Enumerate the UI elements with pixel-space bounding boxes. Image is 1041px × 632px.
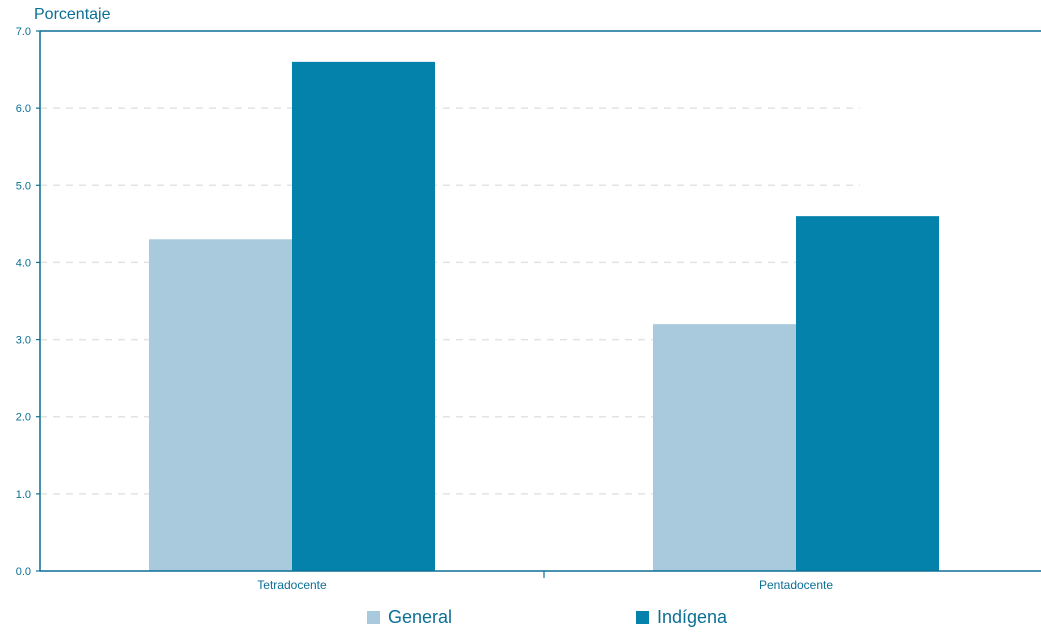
y-tick-label: 0.0 (16, 566, 31, 578)
legend-item-indigena: Indígena (636, 607, 727, 628)
y-tick-label: 4.0 (16, 257, 31, 269)
y-tick-label: 5.0 (16, 180, 31, 192)
bar-general-pentadocente (653, 324, 796, 571)
bar-general-tetradocente (149, 239, 292, 572)
legend-swatch-indigena (636, 611, 649, 624)
y-tick-label: 6.0 (16, 103, 31, 115)
y-tick-label: 3.0 (16, 335, 31, 347)
legend-label-general: General (388, 607, 453, 627)
legend-swatch-general (367, 611, 380, 624)
legend-item-general: General (367, 607, 452, 628)
legend: General Indígena (0, 607, 1041, 631)
bar-indigena-tetradocente (292, 61, 435, 571)
y-tick-label: 2.0 (16, 412, 31, 424)
chart-plot-area: 0.0 1.0 2.0 3.0 4.0 5.0 6.0 7.0 Tetradocente Pent… (16, 26, 1041, 592)
y-axis-label: Porcentaje (34, 6, 111, 23)
x-tick-label: Pentadocente (759, 578, 833, 592)
y-tick-label: 7.0 (16, 26, 31, 38)
y-tick-label: 1.0 (16, 489, 31, 501)
legend-label-indigena: Indígena (657, 607, 728, 627)
x-tick-label: Tetradocente (257, 578, 327, 592)
bar-indigena-pentadocente (796, 216, 939, 571)
